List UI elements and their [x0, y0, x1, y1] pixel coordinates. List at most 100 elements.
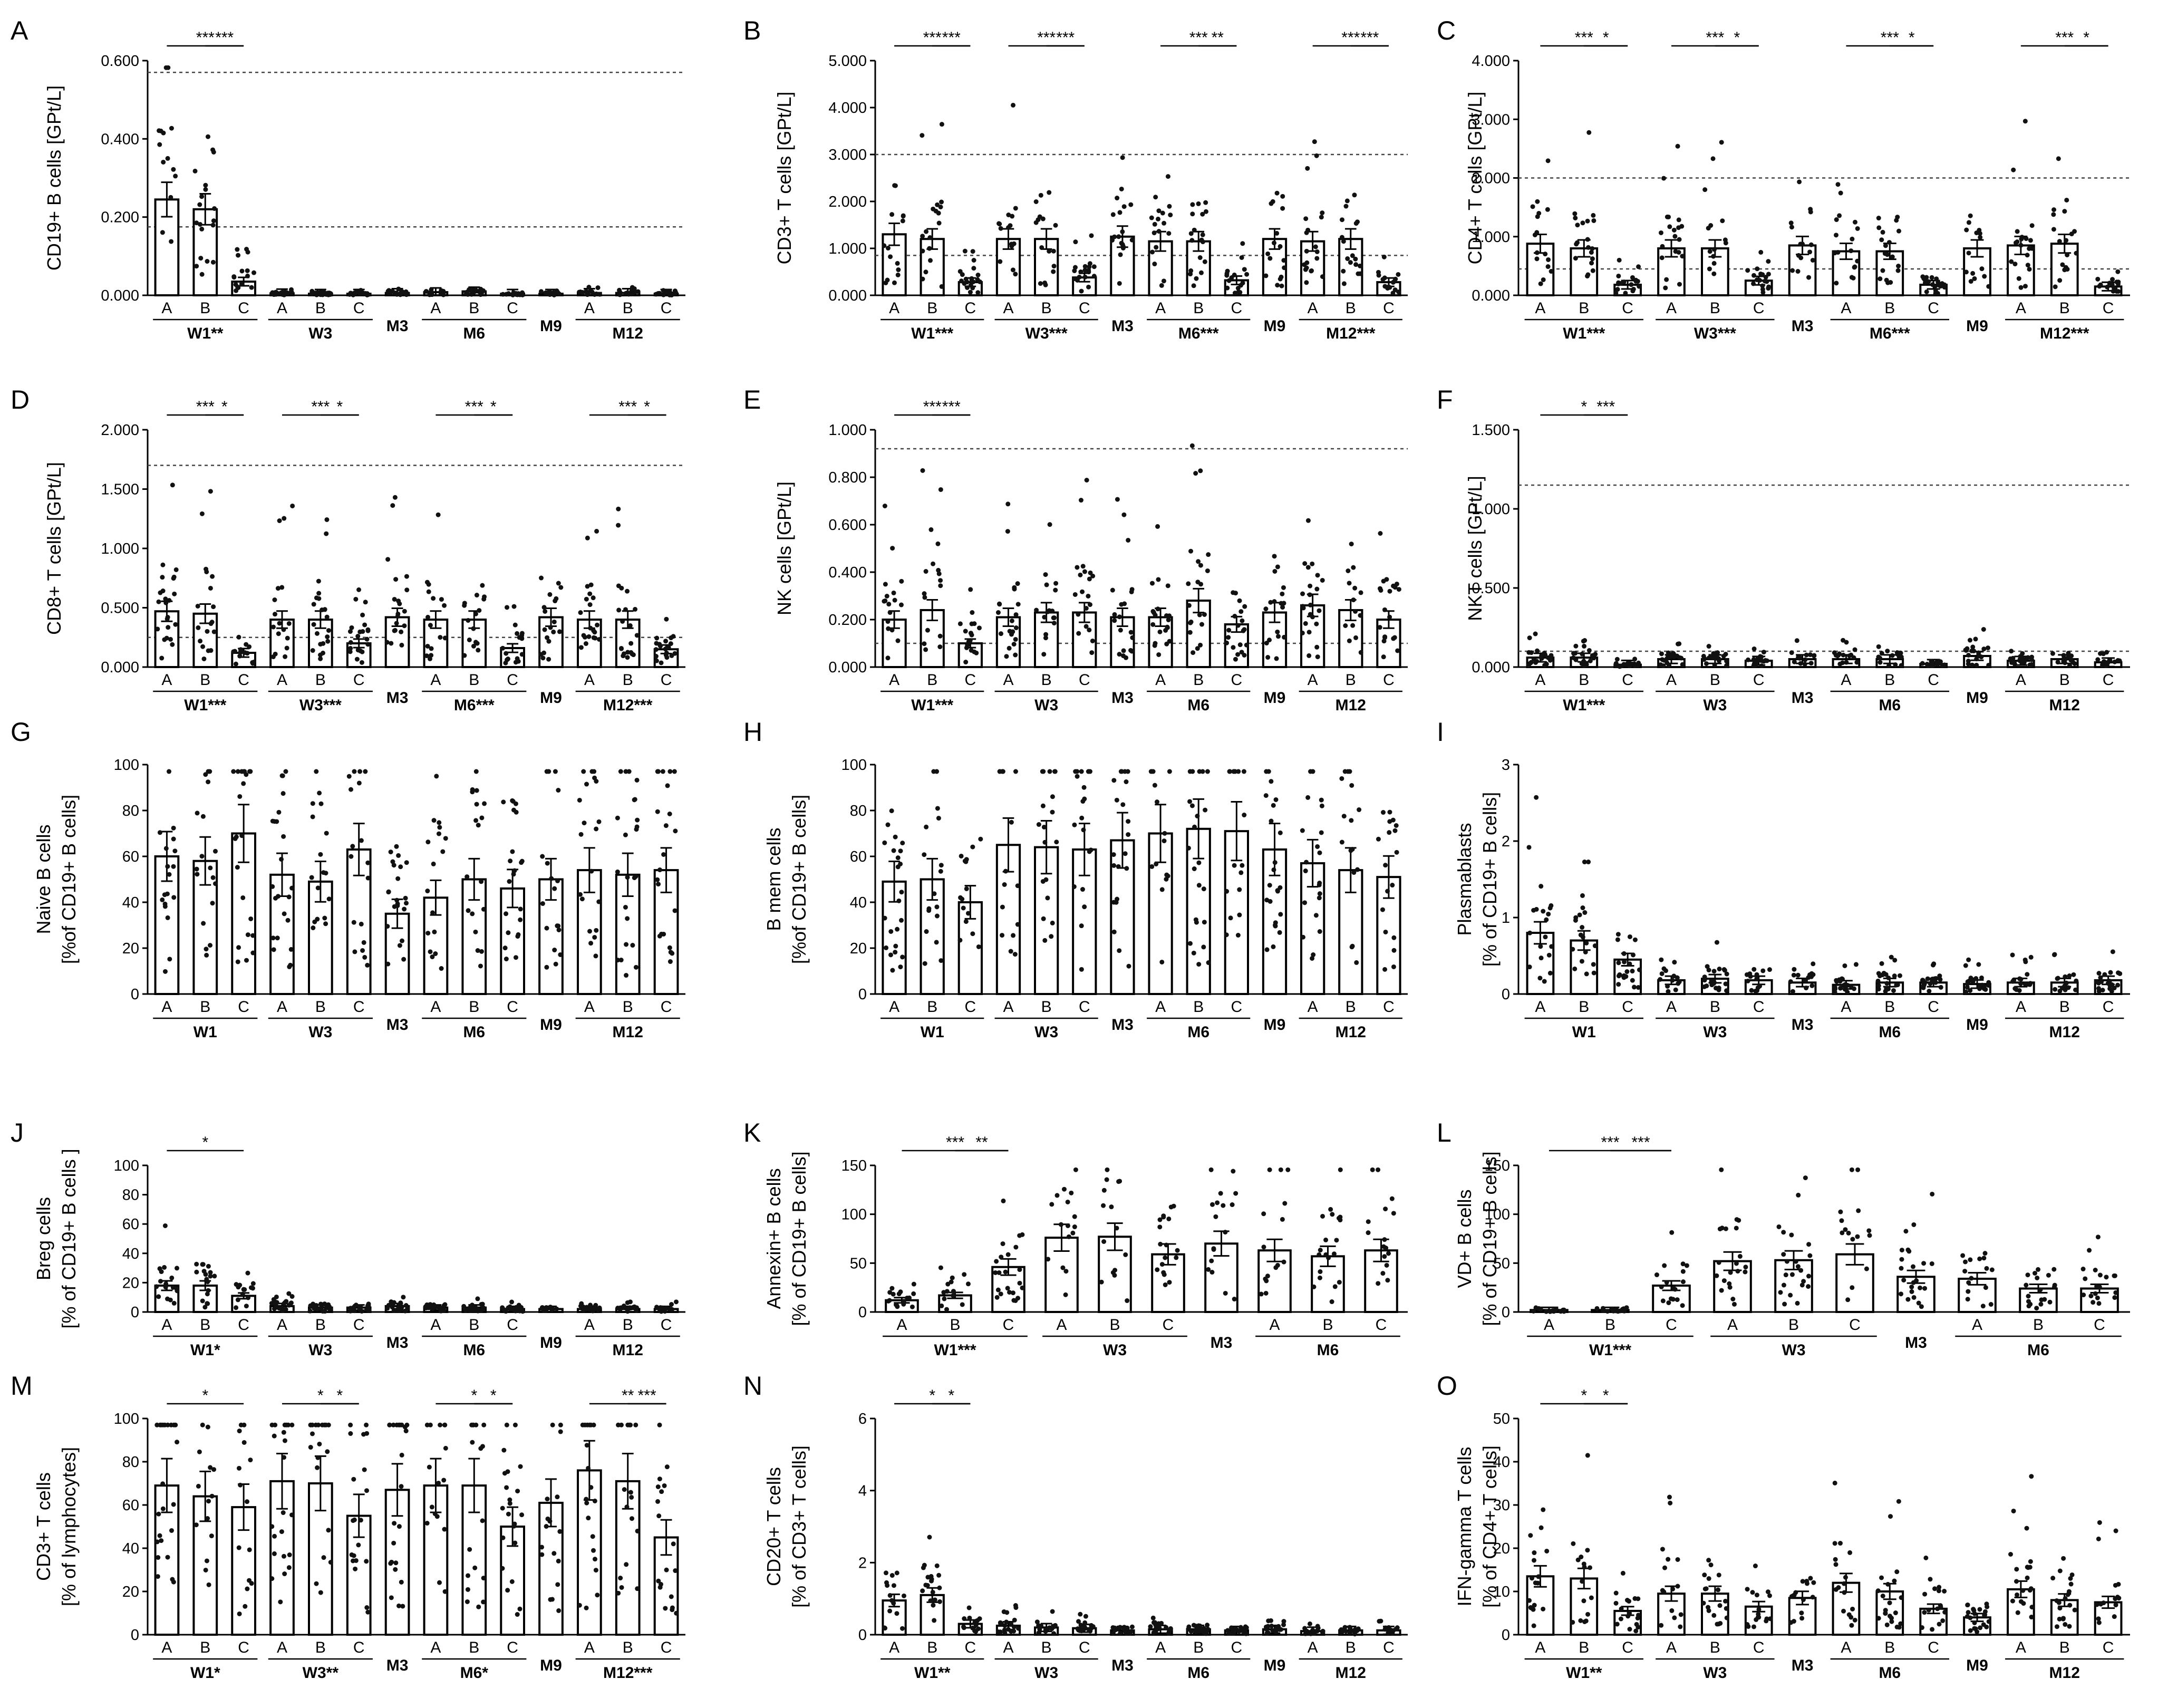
data-point: [618, 769, 623, 774]
data-point: [556, 927, 562, 932]
data-point: [1279, 601, 1284, 606]
data-point: [931, 206, 936, 211]
data-point: [900, 841, 905, 846]
x-group-label: W3: [1782, 1342, 1806, 1359]
data-point: [1188, 231, 1194, 236]
data-point: [171, 864, 176, 869]
data-point: [248, 916, 254, 921]
data-point: [474, 593, 479, 598]
x-group-label: M3: [386, 1016, 409, 1034]
data-point: [365, 875, 371, 881]
data-point: [1060, 1265, 1066, 1270]
data-point: [1712, 662, 1717, 668]
data-point: [1377, 586, 1382, 591]
data-point: [1544, 1548, 1550, 1553]
data-point: [937, 1585, 942, 1590]
data-point: [960, 1302, 965, 1307]
data-point: [518, 1464, 523, 1469]
data-point: [1844, 660, 1849, 665]
y-tick-label: 40: [1493, 1454, 1510, 1471]
data-point: [1526, 650, 1532, 655]
data-point: [1269, 201, 1274, 206]
data-point: [1010, 267, 1015, 273]
data-point: [1878, 276, 1883, 282]
data-point: [307, 1308, 313, 1314]
data-point: [473, 929, 478, 934]
data-point: [1047, 769, 1052, 774]
data-point: [286, 1291, 292, 1296]
data-point: [1680, 254, 1685, 259]
y-tick-label: 50: [1493, 1411, 1510, 1427]
data-point: [1050, 1624, 1056, 1629]
x-category-label: A: [2016, 671, 2026, 689]
data-point: [623, 769, 628, 774]
x-group-label: W3: [308, 325, 332, 342]
data-point: [1803, 657, 1808, 662]
data-point: [1090, 1624, 1096, 1629]
data-point: [2110, 949, 2115, 954]
data-point: [674, 1299, 679, 1305]
data-point: [1153, 195, 1158, 200]
data-point: [1205, 1623, 1210, 1628]
data-point: [1664, 1280, 1669, 1285]
data-point: [1155, 1267, 1160, 1272]
data-point: [1970, 644, 1976, 650]
data-point: [1549, 903, 1554, 908]
data-point: [1319, 803, 1324, 808]
data-point: [441, 1478, 447, 1483]
data-point: [1387, 830, 1392, 835]
data-point: [1208, 1167, 1214, 1172]
data-point: [1192, 866, 1197, 872]
x-category-label: C: [965, 1639, 976, 1656]
data-point: [1620, 1570, 1625, 1576]
data-point: [1161, 278, 1166, 284]
data-point: [1105, 1167, 1110, 1172]
data-point: [289, 1294, 295, 1299]
data-point: [1265, 251, 1271, 256]
data-point: [1341, 814, 1347, 819]
data-point: [1589, 1595, 1594, 1600]
data-point: [210, 901, 215, 906]
data-point: [2067, 663, 2072, 668]
x-group-label: W3: [1034, 1664, 1058, 1682]
data-point: [1921, 1261, 1927, 1266]
data-point: [596, 819, 602, 824]
data-point: [2099, 979, 2104, 985]
data-point: [1723, 1226, 1728, 1231]
data-point: [596, 899, 602, 904]
data-point: [403, 1429, 409, 1434]
data-point: [898, 964, 903, 970]
data-point: [944, 1289, 950, 1294]
data-point: [1282, 1201, 1288, 1206]
data-point: [1834, 233, 1839, 238]
data-point: [167, 598, 172, 603]
data-point: [320, 607, 325, 613]
data-point: [548, 1597, 553, 1602]
data-point: [1764, 1618, 1769, 1624]
panel-letter: G: [11, 717, 31, 747]
x-group-label: M12***: [603, 697, 653, 714]
data-point: [272, 1551, 277, 1556]
data-point: [1005, 1286, 1010, 1291]
data-point: [1702, 974, 1707, 980]
data-point: [2022, 981, 2028, 987]
data-point: [577, 892, 583, 897]
x-category-label: C: [507, 1316, 518, 1334]
data-point: [920, 276, 925, 282]
data-point: [1174, 1255, 1179, 1260]
data-point: [1162, 1272, 1167, 1277]
data-point: [2047, 1299, 2053, 1305]
data-point: [1128, 202, 1134, 207]
data-point: [315, 1455, 321, 1460]
data-point: [238, 1482, 243, 1488]
data-point: [883, 1626, 888, 1631]
data-point: [159, 1269, 164, 1275]
data-point: [1866, 1228, 1872, 1233]
data-point: [1797, 655, 1802, 661]
data-point: [635, 1586, 640, 1591]
x-category-label: A: [161, 1316, 172, 1334]
data-point: [1755, 985, 1760, 990]
x-category-label: A: [1841, 300, 1851, 317]
data-point: [393, 1567, 398, 1572]
data-point: [549, 876, 554, 881]
